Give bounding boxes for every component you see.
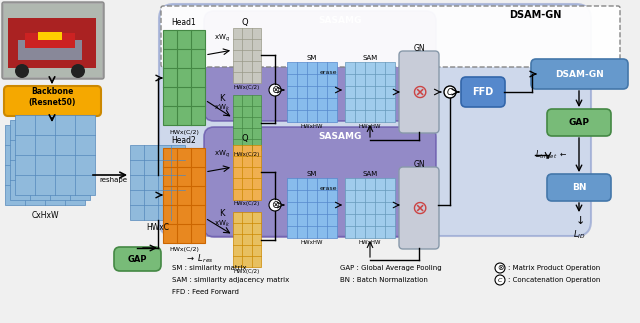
Text: $L_{ID}$: $L_{ID}$	[573, 229, 586, 241]
Text: ⊗: ⊗	[271, 85, 279, 95]
Bar	[345, 178, 395, 238]
Bar	[163, 148, 205, 243]
Text: ⊗: ⊗	[497, 264, 503, 273]
Text: K: K	[220, 93, 225, 102]
Text: GAP: GAP	[568, 118, 589, 127]
FancyBboxPatch shape	[4, 86, 101, 116]
Circle shape	[495, 275, 505, 285]
Bar	[15, 115, 95, 195]
Text: K: K	[220, 210, 225, 218]
Circle shape	[444, 86, 456, 98]
Text: BN : Batch Normalization: BN : Batch Normalization	[340, 277, 428, 283]
Text: Q: Q	[242, 133, 248, 142]
Text: SAM: SAM	[362, 55, 378, 61]
Text: reshape: reshape	[99, 177, 127, 183]
Text: SASAMG: SASAMG	[318, 16, 362, 25]
Text: GN: GN	[413, 44, 425, 53]
FancyBboxPatch shape	[399, 167, 439, 249]
Text: erase: erase	[319, 185, 337, 191]
Text: xW$_q$: xW$_q$	[214, 148, 230, 160]
Bar	[8, 18, 96, 68]
Text: $\downarrow$: $\downarrow$	[573, 214, 584, 226]
Text: HWx(C/2): HWx(C/2)	[234, 268, 260, 274]
Bar	[163, 30, 205, 125]
Text: : Matrix Product Operation: : Matrix Product Operation	[508, 265, 600, 271]
Text: Q: Q	[242, 17, 248, 26]
Bar	[233, 28, 261, 83]
FancyBboxPatch shape	[204, 127, 436, 237]
Text: GAP : Global Average Pooling: GAP : Global Average Pooling	[340, 265, 442, 271]
Text: FFD: FFD	[472, 87, 493, 97]
Text: SASAMG: SASAMG	[318, 131, 362, 141]
FancyBboxPatch shape	[2, 2, 104, 79]
Text: Backbone
(Resnet50): Backbone (Resnet50)	[28, 87, 76, 107]
FancyBboxPatch shape	[547, 109, 611, 136]
FancyBboxPatch shape	[547, 174, 611, 201]
Circle shape	[495, 263, 505, 273]
Bar	[345, 62, 395, 122]
Bar	[287, 62, 337, 122]
Text: SM: SM	[307, 171, 317, 177]
Text: $L_{triplet}$ $\leftarrow$: $L_{triplet}$ $\leftarrow$	[535, 149, 568, 162]
Text: Head1: Head1	[172, 17, 196, 26]
FancyBboxPatch shape	[461, 77, 505, 107]
Text: xW$_k$: xW$_k$	[214, 103, 230, 113]
FancyBboxPatch shape	[159, 4, 591, 236]
Text: HWxHW: HWxHW	[301, 239, 323, 245]
Bar	[130, 145, 185, 220]
Text: ⊗: ⊗	[411, 199, 427, 217]
Text: ⊗: ⊗	[411, 82, 427, 101]
Text: HWxC: HWxC	[147, 223, 170, 232]
Text: DSAM-GN: DSAM-GN	[509, 10, 561, 20]
Bar	[233, 95, 261, 150]
FancyBboxPatch shape	[161, 6, 620, 67]
Text: HWx(C/2): HWx(C/2)	[234, 151, 260, 157]
Text: DSAM-GN: DSAM-GN	[556, 69, 604, 78]
Text: HWxHW: HWxHW	[359, 123, 381, 129]
Text: HWx(C/2): HWx(C/2)	[169, 130, 199, 134]
Text: C: C	[447, 88, 453, 97]
Text: ⊗: ⊗	[271, 200, 279, 210]
Text: Head2: Head2	[172, 136, 196, 144]
Text: GN: GN	[413, 160, 425, 169]
Bar	[38, 32, 62, 40]
Circle shape	[269, 199, 281, 211]
Text: SM: SM	[307, 55, 317, 61]
Bar	[5, 125, 85, 205]
Bar	[10, 120, 90, 200]
Text: HWx(C/2): HWx(C/2)	[169, 247, 199, 253]
Text: SAM : similarity adjacency matrix: SAM : similarity adjacency matrix	[172, 277, 289, 283]
Circle shape	[71, 64, 85, 78]
Bar	[233, 145, 261, 200]
Text: CxHxW: CxHxW	[31, 211, 59, 220]
Text: FFD : Feed Forward: FFD : Feed Forward	[172, 289, 239, 295]
Text: SAM: SAM	[362, 171, 378, 177]
Text: xW$_q$: xW$_q$	[214, 32, 230, 44]
Text: HWx(C/2): HWx(C/2)	[234, 202, 260, 206]
Text: HWx(C/2): HWx(C/2)	[234, 85, 260, 89]
Bar	[4, 4, 102, 77]
Circle shape	[15, 64, 29, 78]
Text: GAP: GAP	[127, 255, 147, 264]
Text: erase: erase	[319, 69, 337, 75]
Bar	[25, 33, 75, 48]
Text: $\rightarrow$ $L_{res}$: $\rightarrow$ $L_{res}$	[185, 253, 214, 265]
Bar	[287, 178, 337, 238]
FancyBboxPatch shape	[531, 59, 628, 89]
Text: HWxHW: HWxHW	[359, 239, 381, 245]
Circle shape	[269, 84, 281, 96]
Bar	[233, 212, 261, 267]
Text: xW$_k$: xW$_k$	[214, 219, 230, 229]
Bar	[18, 40, 82, 60]
FancyBboxPatch shape	[114, 247, 161, 271]
FancyBboxPatch shape	[399, 51, 439, 133]
Text: C: C	[498, 277, 502, 283]
FancyBboxPatch shape	[204, 11, 436, 121]
Text: HWxHW: HWxHW	[301, 123, 323, 129]
Text: : Concatenation Operation: : Concatenation Operation	[508, 277, 600, 283]
Text: BN: BN	[572, 182, 586, 192]
Text: SM : similarity matrix: SM : similarity matrix	[172, 265, 246, 271]
